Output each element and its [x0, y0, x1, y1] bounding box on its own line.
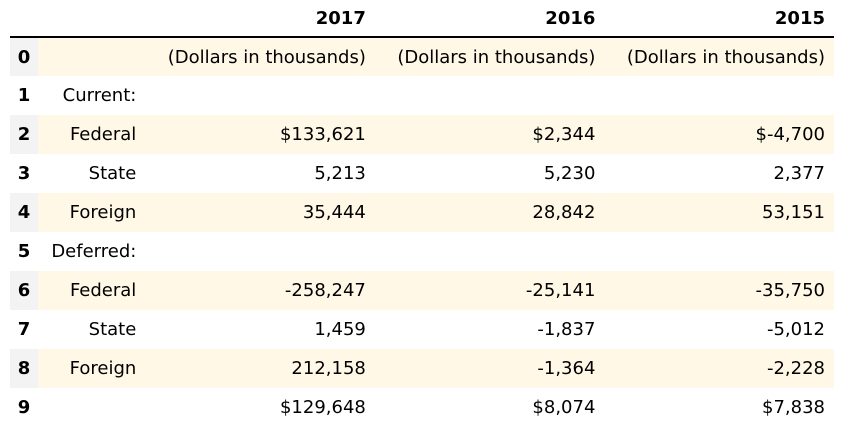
table-row: 6 Federal -258,247 -25,141 -35,750: [10, 271, 834, 310]
row-index: 9: [10, 388, 39, 427]
header-label: [38, 0, 145, 37]
row-label: Federal: [38, 271, 146, 310]
cell-2016: -1,837: [537, 319, 596, 340]
table-row: 9 $129,648 $8,074 $7,838: [10, 388, 834, 427]
cell-2015: $7,838: [762, 397, 825, 418]
cell-2017: [145, 76, 375, 115]
cell-2015: [604, 76, 834, 115]
cell-2015: -35,750: [604, 271, 834, 310]
cell-2017: (Dollars in thousands): [145, 37, 375, 76]
table-row: 4 Foreign 35,444 28,842 53,151: [10, 193, 834, 232]
cell-2016: $2,344: [374, 115, 605, 154]
cell-2017: -258,247: [145, 271, 375, 310]
row-label: [38, 388, 145, 427]
header-2015: 2015: [774, 7, 825, 29]
cell-2016: -25,141: [374, 271, 605, 310]
row-label: Foreign: [38, 193, 146, 232]
table-row: 2 Federal $133,621 $2,344 $-4,700: [10, 115, 834, 154]
header-row: 2017 2016 2015: [10, 0, 834, 37]
table-row: 0 (Dollars in thousands) (Dollars in tho…: [10, 37, 834, 76]
cell-2017: 35,444: [145, 193, 375, 232]
row-index: 2: [10, 115, 39, 154]
row-label: State: [88, 163, 137, 184]
row-label: Federal: [38, 115, 146, 154]
cell-2017: 212,158: [145, 349, 375, 388]
row-index: 7: [10, 310, 39, 349]
cell-2015: [604, 232, 834, 271]
row-label: Deferred:: [51, 241, 137, 262]
cell-2017: 1,459: [314, 319, 366, 340]
cell-2015: $-4,700: [604, 115, 834, 154]
cell-2017: 5,213: [314, 163, 366, 184]
row-index: 4: [10, 193, 39, 232]
table-row: 7 State 1,459 -1,837 -5,012: [10, 310, 834, 349]
cell-2015: -2,228: [604, 349, 834, 388]
cell-2016: 5,230: [543, 163, 596, 184]
cell-2015: -5,012: [766, 319, 825, 340]
table-row: 3 State 5,213 5,230 2,377: [10, 154, 834, 193]
cell-2016: [375, 76, 605, 115]
header-index: [10, 0, 38, 37]
row-index: 8: [10, 349, 39, 388]
data-table: 2017 2016 2015 0 (Dollars in thousands) …: [10, 0, 834, 427]
cell-2016: -1,364: [374, 349, 605, 388]
cell-2016: (Dollars in thousands): [374, 37, 605, 76]
row-label: Foreign: [38, 349, 146, 388]
row-index: 6: [10, 271, 39, 310]
table-container: 2017 2016 2015 0 (Dollars in thousands) …: [10, 0, 834, 427]
cell-2015: (Dollars in thousands): [604, 37, 834, 76]
table-row: 5 Deferred:: [10, 232, 834, 271]
row-index: 0: [10, 37, 39, 76]
cell-2017: [145, 232, 375, 271]
header-2017: 2017: [315, 7, 366, 29]
cell-2017: $133,621: [145, 115, 375, 154]
table-row: 8 Foreign 212,158 -1,364 -2,228: [10, 349, 834, 388]
row-index: 1: [10, 76, 39, 115]
row-label: State: [88, 319, 137, 340]
row-index: 3: [10, 154, 39, 193]
cell-2015: 2,377: [773, 163, 825, 184]
row-index: 5: [10, 232, 39, 271]
cell-2016: [375, 232, 605, 271]
cell-2015: 53,151: [604, 193, 834, 232]
table-row: 1 Current:: [10, 76, 834, 115]
cell-2016: 28,842: [374, 193, 605, 232]
cell-2017: $129,648: [279, 397, 366, 418]
header-2016: 2016: [545, 7, 596, 29]
row-label: [38, 37, 146, 76]
row-label: Current:: [62, 85, 137, 106]
cell-2016: $8,074: [532, 397, 596, 418]
